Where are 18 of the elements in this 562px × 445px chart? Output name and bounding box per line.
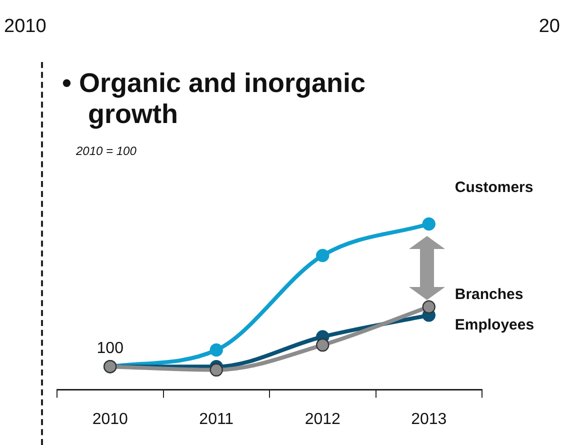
x-tick-label: 2012 <box>304 410 341 428</box>
point <box>316 338 330 352</box>
x-tick-label: 2011 <box>199 410 234 428</box>
point <box>210 363 223 377</box>
text: 20 <box>538 16 560 38</box>
x-tick-label: 2013 <box>411 410 447 428</box>
point <box>210 343 223 357</box>
x-tick-label: 2010 <box>92 410 128 428</box>
point <box>422 300 436 314</box>
point <box>316 248 330 262</box>
point <box>422 217 436 231</box>
series-label: Branches <box>454 286 524 304</box>
text: 2010 <box>4 16 46 38</box>
annotation: 100 <box>96 340 124 357</box>
text: Customers <box>454 179 534 196</box>
series-label: Employees <box>454 316 534 334</box>
chart-title: • Organic and inorganic growth <box>62 68 366 129</box>
chart-subtitle: 2010 = 100 <box>76 144 136 158</box>
